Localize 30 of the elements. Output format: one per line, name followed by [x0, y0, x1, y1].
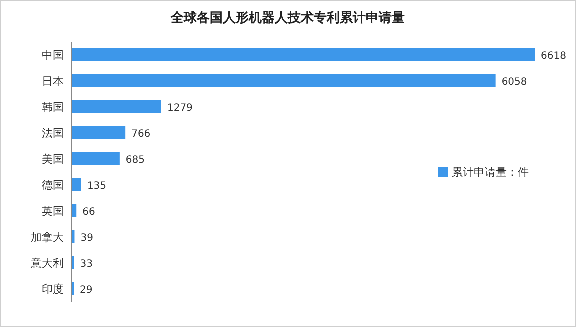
- y-tick-label: 美国: [42, 153, 64, 166]
- bar: [72, 48, 535, 62]
- data-label: 66: [82, 207, 96, 218]
- data-label: 6058: [502, 77, 528, 88]
- bar: [72, 204, 77, 218]
- y-tick-label: 韩国: [42, 101, 64, 114]
- data-label: 135: [87, 181, 107, 192]
- y-tick-label: 法国: [42, 127, 64, 140]
- y-tick-label: 英国: [42, 205, 64, 218]
- bar: [72, 152, 120, 166]
- y-tick-label: 中国: [42, 49, 64, 62]
- bar: [72, 74, 496, 88]
- data-label: 685: [126, 155, 146, 166]
- y-tick-label: 加拿大: [31, 231, 64, 244]
- bar: [72, 100, 162, 114]
- data-label: 1279: [167, 103, 193, 114]
- data-label: 33: [80, 259, 94, 270]
- data-label: 29: [80, 285, 93, 296]
- y-tick-label: 德国: [42, 179, 64, 192]
- legend-label: 累计申请量：件: [452, 166, 529, 179]
- data-label: 39: [80, 233, 94, 244]
- y-tick-label: 意大利: [30, 257, 64, 270]
- chart-title: 全球各国人形机器人技术专利累计申请量: [170, 10, 405, 26]
- bar: [72, 230, 75, 244]
- data-label: 766: [132, 129, 151, 140]
- bar: [72, 126, 126, 140]
- y-tick-label: 日本: [42, 75, 64, 88]
- y-tick-label: 印度: [42, 283, 64, 296]
- data-label: 6618: [541, 51, 566, 62]
- bar: [72, 178, 82, 192]
